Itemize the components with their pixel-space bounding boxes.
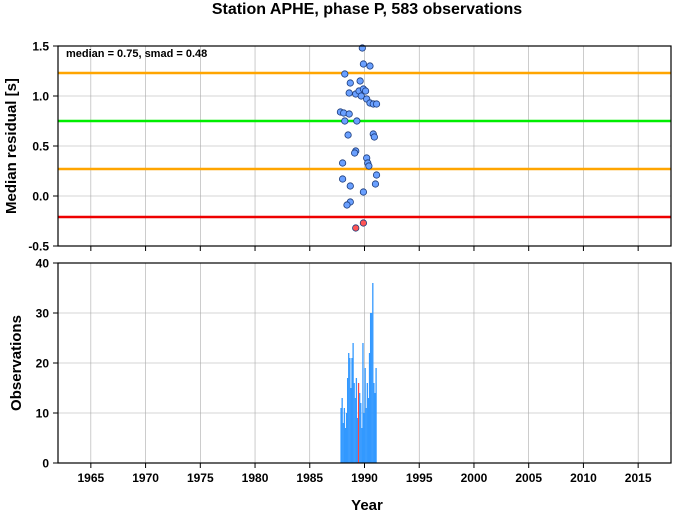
observation-bar (365, 408, 367, 463)
residual-y-axis-label: Median residual [s] (3, 78, 20, 214)
residual-point (346, 79, 354, 87)
observation-bar (361, 428, 363, 463)
residual-point (359, 188, 368, 196)
residual-points (336, 44, 381, 232)
residual-point (353, 117, 361, 125)
chart-title: Station APHE, phase P, 583 observations (212, 1, 522, 18)
x-tick-label: 1990 (351, 471, 378, 485)
observation-bar (352, 343, 354, 463)
stats-annotation: median = 0.75, smad = 0.48 (66, 48, 207, 60)
observation-bar (371, 313, 373, 463)
residual-y-tick-label: -0.5 (28, 240, 49, 254)
observation-bar (349, 358, 351, 463)
residual-y-tick-label: 0.0 (32, 190, 49, 204)
x-tick-label: 1970 (132, 471, 159, 485)
x-tick-label: 1980 (242, 471, 269, 485)
observations-bars (340, 283, 377, 463)
residual-point (341, 70, 349, 78)
observation-bar (350, 388, 352, 463)
residual-point (356, 77, 364, 85)
residual-point (371, 180, 380, 188)
observation-bar (341, 398, 343, 463)
residual-point (351, 149, 359, 157)
outlier-point (352, 224, 360, 232)
observation-bar (340, 408, 342, 463)
residual-panel: 1.5 1.0 0.5 0.0 -0.5 median = 0.75, smad = 0… (3, 40, 672, 254)
observations-y-ticks: 40 30 20 10 0 (36, 257, 58, 471)
residual-point (359, 60, 368, 68)
residual-point (345, 110, 353, 118)
outlier-observation-bar (357, 383, 360, 463)
residual-x-tick-marks (90, 246, 639, 251)
residual-y-tick-label: 1.5 (32, 40, 49, 54)
residual-point (339, 175, 347, 183)
x-tick-label: 1965 (77, 471, 104, 485)
x-tick-label: 2005 (515, 471, 542, 485)
observation-bar (356, 418, 359, 463)
observation-bar (369, 313, 372, 463)
outlier-point (359, 219, 368, 227)
observation-bar (366, 383, 368, 463)
observation-bar (342, 423, 344, 463)
x-tick-label: 2015 (625, 471, 652, 485)
observation-bar (367, 398, 370, 463)
observation-bar (372, 283, 374, 463)
x-tick-label: 2000 (461, 471, 488, 485)
residual-point (345, 89, 353, 97)
residual-point (361, 87, 370, 95)
residual-point (343, 201, 351, 209)
observation-bar (374, 393, 376, 463)
observation-bar (359, 393, 361, 463)
observation-bar (353, 383, 355, 463)
residual-y-ticks: 1.5 1.0 0.5 0.0 -0.5 (28, 40, 58, 254)
residual-y-tick-label: 0.5 (32, 140, 49, 154)
observation-bar (355, 378, 358, 463)
observations-y-tick-label: 10 (36, 407, 50, 421)
observation-bar (344, 428, 347, 463)
x-tick-label: 1995 (406, 471, 433, 485)
residual-point (366, 62, 374, 70)
residual-y-tick-label: 1.0 (32, 90, 49, 104)
observations-y-tick-label: 30 (36, 307, 50, 321)
observation-bar (363, 413, 365, 463)
observation-bar (354, 398, 356, 463)
observations-y-tick-label: 20 (36, 357, 50, 371)
observation-bar (362, 343, 364, 463)
observation-bar (351, 358, 353, 463)
x-tick-label: 2010 (570, 471, 597, 485)
observations-y-tick-label: 40 (36, 257, 50, 271)
residual-point (346, 182, 354, 190)
residual-point (365, 162, 373, 170)
observation-bar (373, 383, 375, 463)
x-tick-label: 1985 (296, 471, 323, 485)
residual-point (372, 100, 381, 108)
x-axis-label: Year (351, 497, 383, 511)
observations-y-tick-label: 0 (42, 457, 49, 471)
x-tick-label: 1975 (187, 471, 214, 485)
residual-point (370, 133, 378, 141)
observation-bar (345, 413, 348, 463)
observations-x-ticks: 1965 1970 1975 1980 1985 1990 1995 2000 2005 2010… (77, 463, 652, 485)
observation-bar (346, 378, 349, 463)
residual-point (339, 159, 347, 167)
residual-point (372, 171, 381, 179)
observation-bar (343, 408, 345, 463)
observation-bar (368, 353, 371, 463)
observation-bar (360, 403, 362, 463)
observation-bar (375, 368, 377, 463)
observation-bar (348, 353, 350, 463)
observations-y-axis-label: Observations (8, 315, 25, 411)
residual-point (341, 117, 349, 125)
reference-lines (58, 71, 671, 219)
residual-point (357, 92, 365, 100)
observation-bar (364, 368, 366, 463)
residual-point (344, 131, 352, 139)
